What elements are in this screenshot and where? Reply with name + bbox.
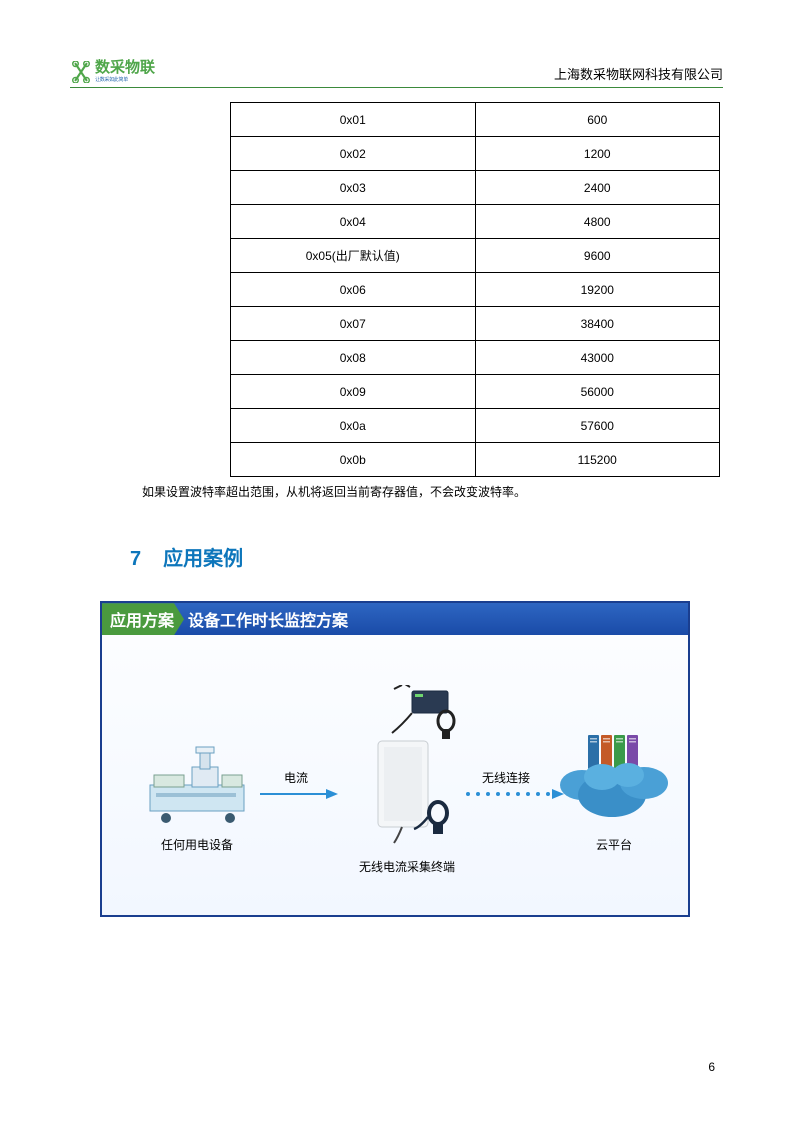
table-cell-code: 0x05(出厂默认值) xyxy=(231,239,476,273)
table-cell-baud: 4800 xyxy=(475,205,720,239)
machine-icon xyxy=(142,745,252,825)
arrow-wireless xyxy=(464,787,564,801)
table-row: 0x0843000 xyxy=(231,341,720,375)
table-row: 0x0b115200 xyxy=(231,443,720,477)
table-row: 0x021200 xyxy=(231,137,720,171)
node-collector: 无线电流采集终端 xyxy=(342,685,472,875)
node-cloud: 云平台 xyxy=(554,725,674,853)
table-cell-baud: 1200 xyxy=(475,137,720,171)
table-row: 0x0738400 xyxy=(231,307,720,341)
application-diagram: 应用方案 设备工作时长监控方案 任何用电设备 xyxy=(100,601,690,917)
section-title: 应用案例 xyxy=(163,542,243,571)
logo-subtitle: 让数采如此简单 xyxy=(95,76,155,83)
arrow-current-label: 电流 xyxy=(284,769,308,786)
baud-rate-table: 0x016000x0212000x0324000x0448000x05(出厂默认… xyxy=(230,102,720,477)
table-cell-code: 0x0a xyxy=(231,409,476,443)
table-cell-code: 0x02 xyxy=(231,137,476,171)
table-cell-baud: 115200 xyxy=(475,443,720,477)
table-row: 0x05(出厂默认值)9600 xyxy=(231,239,720,273)
table-row: 0x032400 xyxy=(231,171,720,205)
table-cell-baud: 56000 xyxy=(475,375,720,409)
table-cell-baud: 600 xyxy=(475,103,720,137)
node-collector-label: 无线电流采集终端 xyxy=(342,858,472,875)
table-cell-code: 0x01 xyxy=(231,103,476,137)
node-device: 任何用电设备 xyxy=(142,745,252,853)
arrow-wireless-label: 无线连接 xyxy=(482,769,530,786)
table-cell-baud: 43000 xyxy=(475,341,720,375)
diagram-header-title: 设备工作时长监控方案 xyxy=(188,607,348,631)
company-name: 上海数采物联网科技有限公司 xyxy=(554,64,723,83)
table-cell-code: 0x03 xyxy=(231,171,476,205)
table-note: 如果设置波特率超出范围，从机将返回当前寄存器值，不会改变波特率。 xyxy=(142,483,723,502)
page-header: 数采物联 让数采如此简单 上海数采物联网科技有限公司 xyxy=(70,60,723,88)
table-row: 0x0956000 xyxy=(231,375,720,409)
table-cell-code: 0x07 xyxy=(231,307,476,341)
table-cell-code: 0x06 xyxy=(231,273,476,307)
section-heading: 7 应用案例 xyxy=(130,542,723,571)
table-row: 0x0a57600 xyxy=(231,409,720,443)
table-cell-code: 0x08 xyxy=(231,341,476,375)
page-number: 6 xyxy=(708,1060,715,1074)
table-row: 0x044800 xyxy=(231,205,720,239)
table-cell-code: 0x0b xyxy=(231,443,476,477)
node-cloud-label: 云平台 xyxy=(554,836,674,853)
table-cell-code: 0x09 xyxy=(231,375,476,409)
arrow-current xyxy=(260,787,340,801)
logo: 数采物联 让数采如此简单 xyxy=(70,60,155,83)
table-row: 0x01600 xyxy=(231,103,720,137)
collector-icon xyxy=(342,685,472,855)
table-cell-baud: 9600 xyxy=(475,239,720,273)
table-cell-baud: 38400 xyxy=(475,307,720,341)
table-cell-baud: 19200 xyxy=(475,273,720,307)
node-device-label: 任何用电设备 xyxy=(142,836,252,853)
logo-text: 数采物联 xyxy=(95,60,155,75)
table-cell-baud: 2400 xyxy=(475,171,720,205)
table-row: 0x0619200 xyxy=(231,273,720,307)
logo-icon xyxy=(70,61,92,83)
table-cell-code: 0x04 xyxy=(231,205,476,239)
diagram-body: 任何用电设备 电流 xyxy=(102,635,688,915)
cloud-icon xyxy=(554,725,674,825)
diagram-header: 应用方案 设备工作时长监控方案 xyxy=(102,603,688,635)
diagram-header-tag: 应用方案 xyxy=(102,603,184,635)
section-number: 7 xyxy=(130,548,141,571)
table-cell-baud: 57600 xyxy=(475,409,720,443)
